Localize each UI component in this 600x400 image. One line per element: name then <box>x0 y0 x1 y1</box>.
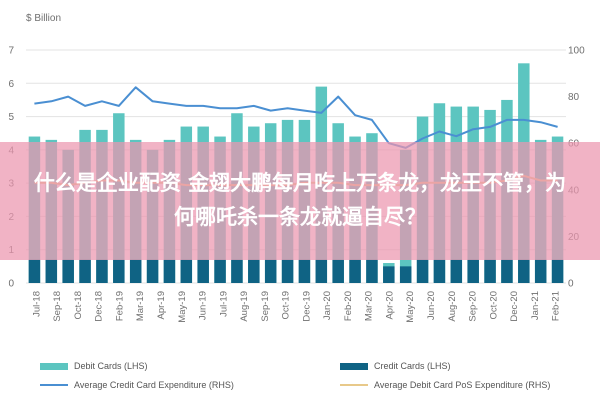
x-tick-label: Dec-18 <box>94 291 105 322</box>
x-tick-label: Dec-19 <box>301 291 312 322</box>
bar-credit-cards <box>264 259 277 283</box>
bar-credit-cards <box>45 259 58 283</box>
banner-headline: 什么是企业配资 金翅大鹏每月吃上万条龙，龙王不管，为何哪吒杀一条龙就逼自尽？ <box>33 171 567 229</box>
bar-credit-cards <box>433 259 446 283</box>
legend-swatch <box>340 363 368 370</box>
x-tick-label: Aug-19 <box>239 291 250 322</box>
left-tick-label: 5 <box>8 112 14 123</box>
left-tick-label: 6 <box>8 79 14 90</box>
right-tick-label: 80 <box>568 92 580 103</box>
bar-credit-cards <box>96 259 108 283</box>
x-tick-label: Jun-20 <box>426 291 437 320</box>
bar-credit-cards <box>551 259 564 283</box>
x-tick-label: Jun-19 <box>198 291 209 320</box>
x-tick-label: May-19 <box>177 291 188 323</box>
bar-credit-cards <box>366 259 378 283</box>
bar-credit-cards <box>113 259 125 283</box>
bar-credit-cards <box>62 259 74 283</box>
x-tick-label: Jan-21 <box>530 291 541 320</box>
bar-credit-cards <box>332 259 344 283</box>
x-tick-label: Jul-19 <box>218 291 229 317</box>
bar-credit-cards <box>28 259 41 283</box>
x-tick-label: Feb-19 <box>114 291 125 321</box>
bar-credit-cards <box>518 259 530 283</box>
legend: Debit Cards (LHS) Credit Cards (LHS) Avera… <box>40 361 550 390</box>
x-tick-label: Aug-20 <box>447 291 458 322</box>
legend-entry: Average Debit Card PoS Expenditure (RHS) <box>374 380 550 390</box>
bar-credit-cards <box>146 259 159 283</box>
bar-credit-cards <box>180 259 193 283</box>
x-tick-label: Oct-20 <box>488 291 499 320</box>
x-tick-label: May-20 <box>405 291 416 323</box>
bar-credit-cards <box>501 259 513 283</box>
line-average-credit-card-expenditure <box>34 86 558 149</box>
bar-credit-cards <box>349 259 361 283</box>
overlay-banner: 什么是企业配资 金翅大鹏每月吃上万条龙，龙王不管，为何哪吒杀一条龙就逼自尽？ <box>0 142 600 260</box>
x-tick-label: Feb-20 <box>343 291 354 321</box>
bar-credit-cards <box>129 259 142 283</box>
left-tick-label: 7 <box>8 46 14 57</box>
x-tick-label: Sep-20 <box>468 291 479 322</box>
left-axis-unit-label: $ Billion <box>26 13 61 24</box>
bar-credit-cards <box>163 259 176 283</box>
x-axis-ticks: Jul-18 Sep-18 Oct-18 Dec-18 Feb-19 Mar-19 Apr-… <box>31 291 561 323</box>
x-tick-label: Apr-20 <box>384 291 395 320</box>
bar-credit-cards <box>197 259 209 283</box>
bar-credit-cards <box>315 259 328 283</box>
bar-credit-cards <box>416 259 429 283</box>
bar-credit-cards <box>79 259 91 283</box>
bar-credit-cards <box>298 259 311 283</box>
x-tick-label: Sep-18 <box>52 291 63 322</box>
x-tick-label: Mar-19 <box>135 291 146 321</box>
bar-credit-cards <box>248 259 260 283</box>
x-tick-label: Sep-19 <box>260 291 271 322</box>
bar-credit-cards <box>281 259 294 283</box>
x-tick-label: Jul-18 <box>31 291 42 317</box>
x-tick-label: Oct-19 <box>281 291 292 320</box>
legend-entry: Credit Cards (LHS) <box>374 361 451 371</box>
bar-credit-cards <box>450 259 463 283</box>
legend-entry: Average Credit Card Expenditure (RHS) <box>74 380 234 390</box>
x-tick-label: Dec-20 <box>509 291 520 322</box>
bar-credit-cards <box>231 259 243 283</box>
bar-credit-cards <box>534 259 547 283</box>
x-tick-label: Mar-20 <box>364 291 375 321</box>
bar-credit-cards <box>467 259 479 283</box>
right-tick-label: 100 <box>568 46 585 57</box>
bar-credit-cards <box>484 259 496 283</box>
legend-entry: Debit Cards (LHS) <box>74 361 148 371</box>
bar-credit-cards <box>383 266 395 283</box>
bar-credit-cards <box>214 259 226 283</box>
legend-swatch <box>40 363 68 370</box>
bar-credit-cards <box>399 266 412 283</box>
x-tick-label: Oct-18 <box>73 291 84 320</box>
right-tick-label: 0 <box>568 279 574 290</box>
x-tick-label: Jan-20 <box>322 291 333 320</box>
x-tick-label: Apr-19 <box>156 291 167 320</box>
left-tick-label: 0 <box>8 279 14 290</box>
x-tick-label: Feb-21 <box>551 291 562 321</box>
